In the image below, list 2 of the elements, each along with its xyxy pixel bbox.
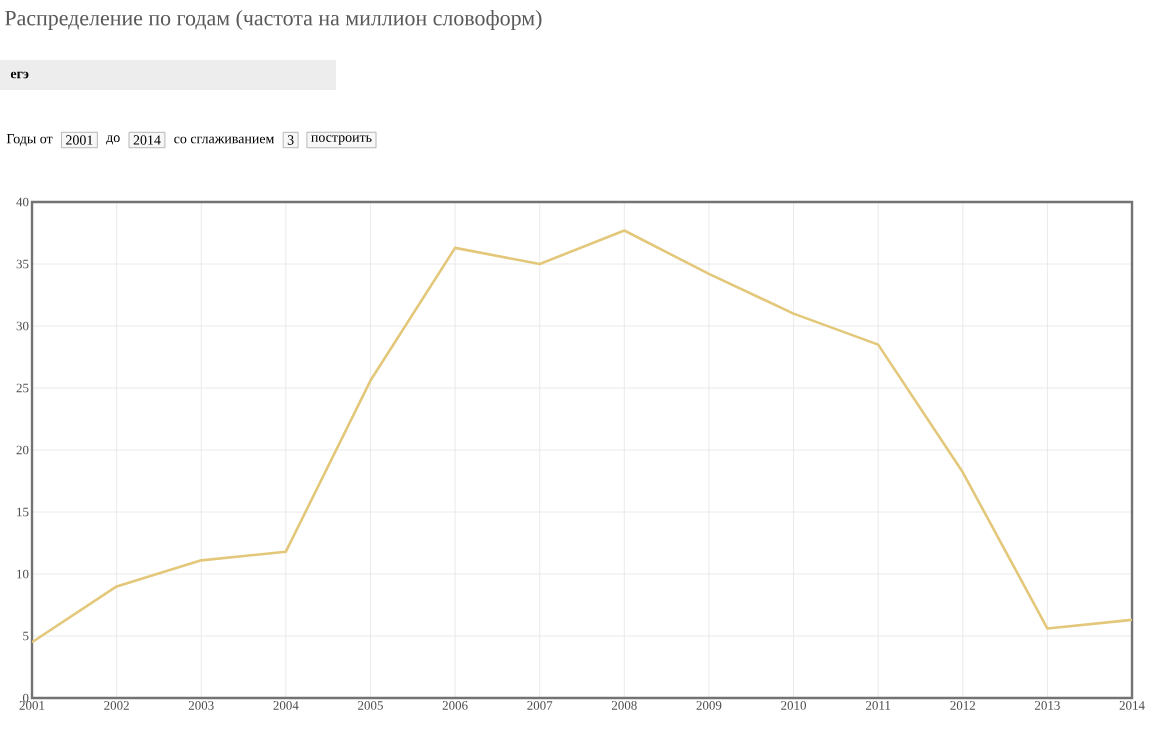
- line-series: [32, 229, 1133, 644]
- chart-title: Распределение по годам (частота на миллион словоформ): [5, 10, 542, 30]
